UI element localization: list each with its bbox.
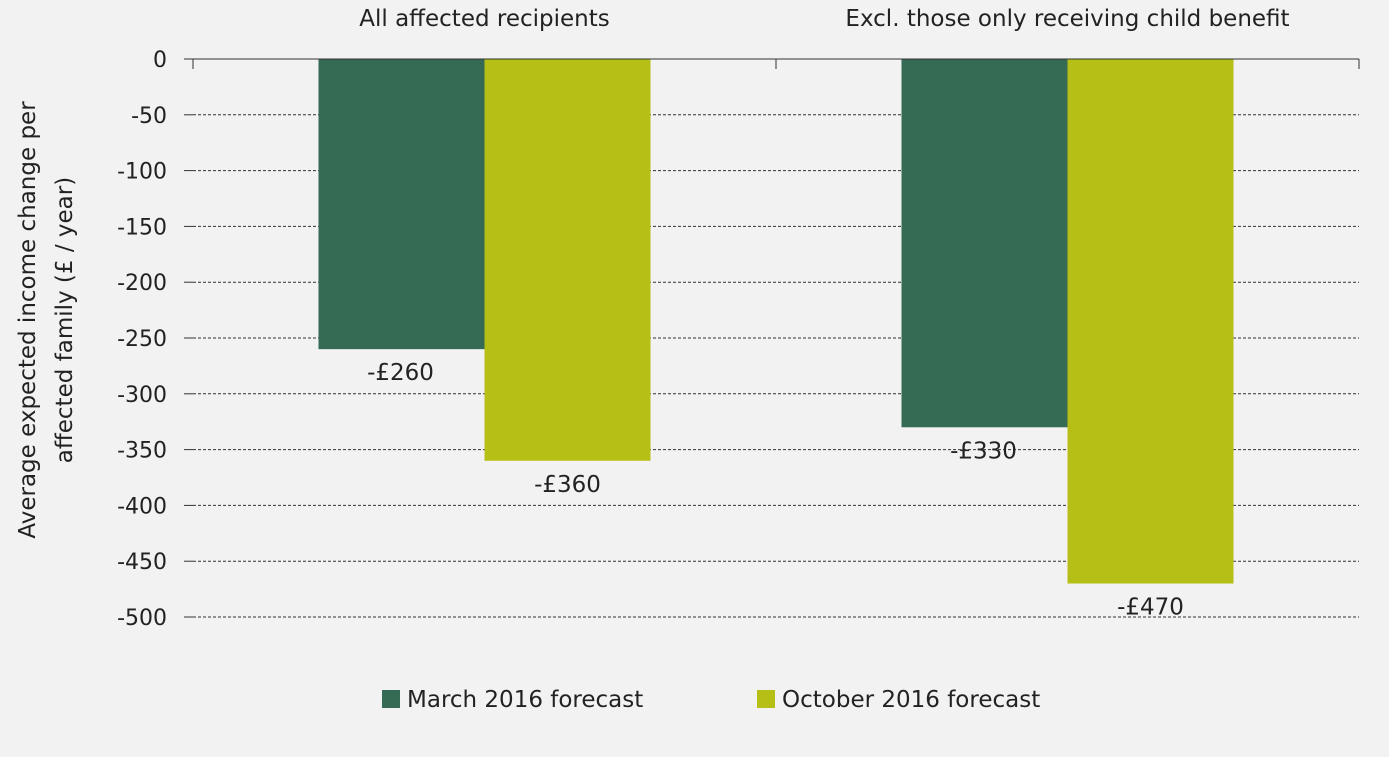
bar bbox=[318, 59, 485, 350]
data-labels: -£260 -£360 -£330 -£470 bbox=[367, 360, 1184, 620]
data-label: -£260 bbox=[367, 360, 434, 386]
y-tick-labels: 0 -50 -100 -150 -200 -250 -300 -350 -400 -450 -500 bbox=[117, 48, 167, 631]
legend: March 2016 forecast October 2016 forecast bbox=[382, 687, 1040, 713]
y-tick-label: -350 bbox=[117, 439, 167, 464]
y-tick-label: -250 bbox=[117, 327, 167, 352]
legend-swatch bbox=[757, 690, 775, 708]
y-axis-title-line-2: affected family (£ / year) bbox=[52, 177, 78, 463]
legend-label: March 2016 forecast bbox=[407, 687, 643, 713]
y-tick-label: -500 bbox=[117, 606, 167, 631]
y-tick-label: -50 bbox=[131, 104, 167, 129]
y-tick-label: -200 bbox=[117, 271, 167, 296]
y-tick-label: -400 bbox=[117, 494, 167, 519]
bars bbox=[318, 59, 1234, 584]
y-tick-label: -300 bbox=[117, 383, 167, 408]
data-label: -£360 bbox=[534, 472, 601, 498]
y-tick-label: 0 bbox=[153, 48, 167, 73]
axes bbox=[184, 58, 1360, 618]
bar bbox=[484, 59, 651, 461]
bar bbox=[1067, 59, 1234, 584]
bar bbox=[901, 59, 1068, 428]
y-tick-label: -150 bbox=[117, 215, 167, 240]
y-tick-label: -100 bbox=[117, 160, 167, 185]
data-label: -£330 bbox=[950, 438, 1017, 464]
y-axis-title: Average expected income change per affec… bbox=[15, 101, 78, 539]
data-label: -£470 bbox=[1117, 595, 1184, 621]
category-labels: All affected recipients Excl. those only … bbox=[359, 6, 1289, 32]
legend-label: October 2016 forecast bbox=[782, 687, 1040, 713]
y-axis-title-line-1: Average expected income change per bbox=[15, 101, 41, 539]
y-tick-label: -450 bbox=[117, 550, 167, 575]
category-label: All affected recipients bbox=[359, 6, 610, 32]
category-label: Excl. those only receiving child benefit bbox=[845, 6, 1289, 32]
legend-swatch bbox=[382, 690, 400, 708]
